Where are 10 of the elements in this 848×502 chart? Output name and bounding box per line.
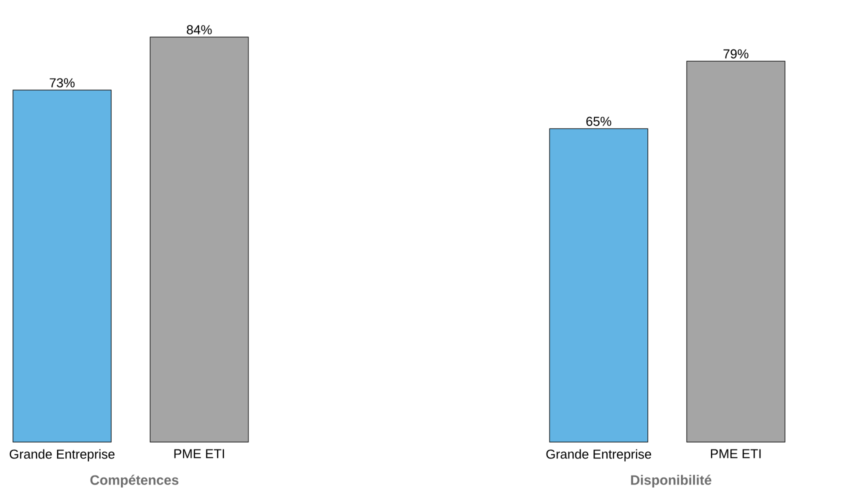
x-tick-label: PME ETI: [174, 449, 224, 458]
x-axis-title: Disponibilité: [631, 474, 712, 488]
x-axis-title: Compétences: [90, 474, 178, 488]
data-label: 79%: [724, 49, 748, 58]
data-label: 84%: [186, 25, 212, 34]
data-label: 73%: [50, 78, 75, 88]
x-tick-label: PME ETI: [710, 449, 761, 458]
x-tick-label: Grande Entreprise: [546, 449, 652, 462]
x-tick-label: Grande Entreprise: [10, 449, 114, 462]
data-label: 65%: [586, 116, 612, 126]
